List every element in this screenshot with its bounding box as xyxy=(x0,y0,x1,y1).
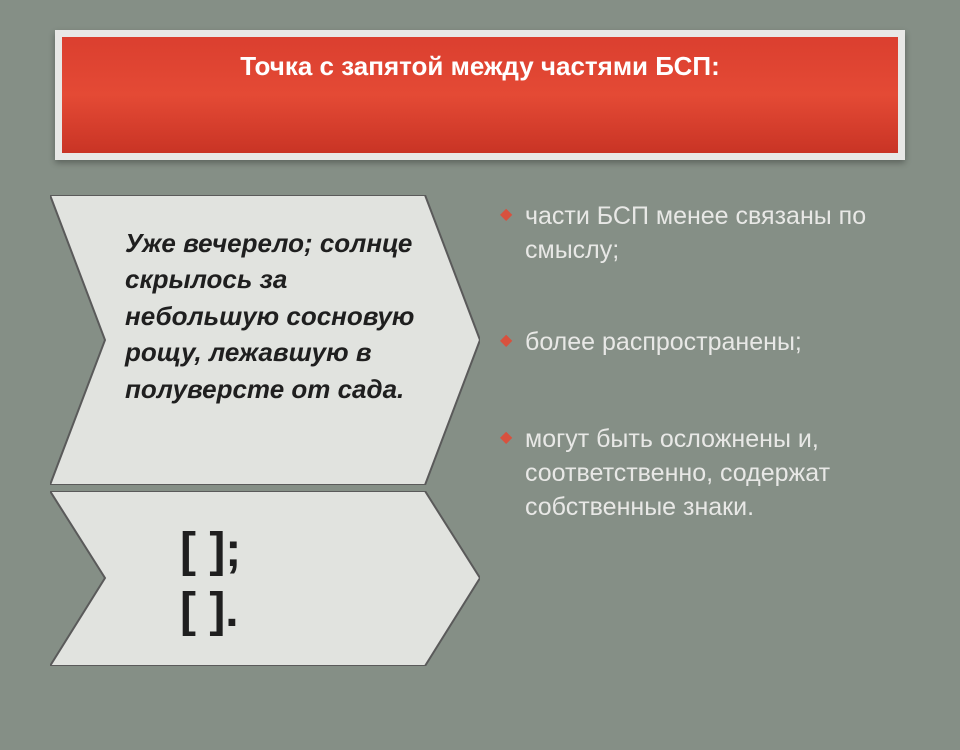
left-panel: Уже вечерело; солнце скрылось за небольш… xyxy=(50,195,480,672)
scheme-brackets: [ ]; [ ]. xyxy=(180,521,241,641)
scheme-line-1: [ ]; xyxy=(180,521,241,581)
bullet-3: могут быть осложнены и, соответственно, … xyxy=(500,423,930,524)
chevron-bottom-shape xyxy=(50,491,480,666)
title-text: Точка с запятой между частями БСП: xyxy=(240,51,719,82)
bullet-1: части БСП менее связаны по смыслу; xyxy=(500,200,930,268)
example-chevron: Уже вечерело; солнце скрылось за небольш… xyxy=(50,195,480,485)
bullet-list: части БСП менее связаны по смыслу; более… xyxy=(500,200,930,583)
content-area: Уже вечерело; солнце скрылось за небольш… xyxy=(0,195,960,705)
title-banner: Точка с запятой между частями БСП: xyxy=(55,30,905,160)
bullet-2: более распространены; xyxy=(500,326,930,360)
scheme-chevron: [ ]; [ ]. xyxy=(50,491,480,666)
example-sentence: Уже вечерело; солнце скрылось за небольш… xyxy=(125,225,415,407)
scheme-line-2: [ ]. xyxy=(180,581,241,641)
